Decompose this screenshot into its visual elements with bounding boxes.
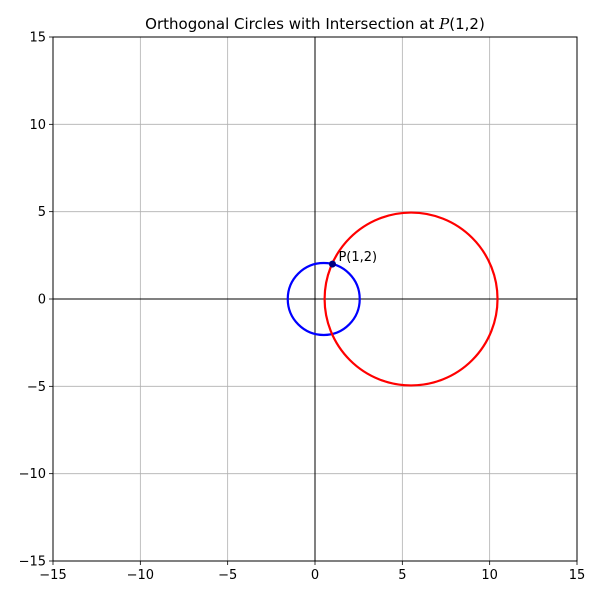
zero-axis-lines	[53, 37, 577, 561]
x-tick-label-1: −10	[127, 568, 154, 583]
y-tick-label-3: 0	[38, 293, 46, 308]
x-tick-labels: −15 −10 −5 0 5 10 15	[39, 568, 585, 583]
x-tick-label-4: 5	[398, 568, 406, 583]
x-tick-label-3: 0	[311, 568, 319, 583]
x-tick-label-5: 10	[481, 568, 498, 583]
circle-series	[286, 211, 499, 387]
y-tick-label-2: −5	[27, 380, 46, 395]
x-tick-label-0: −15	[39, 568, 66, 583]
point-marker-0	[328, 260, 336, 268]
chart-title: Orthogonal Circles with Intersection at …	[145, 15, 485, 33]
x-tick-label-2: −5	[218, 568, 237, 583]
y-tick-label-6: 15	[29, 31, 46, 46]
x-tick-label-6: 15	[569, 568, 586, 583]
circle-series-1	[323, 211, 499, 387]
tick-marks	[49, 36, 578, 565]
point-label-0: P(1,2)	[338, 250, 377, 265]
y-tick-label-5: 10	[29, 118, 46, 133]
y-tick-label-0: −15	[19, 555, 46, 570]
circle-series-0	[286, 261, 361, 337]
highlighted-points: P(1,2)	[328, 250, 377, 268]
y-tick-label-1: −10	[19, 467, 46, 482]
y-tick-labels: −15 −10 −5 0 5 10 15	[19, 31, 46, 570]
y-tick-label-4: 5	[38, 205, 46, 220]
